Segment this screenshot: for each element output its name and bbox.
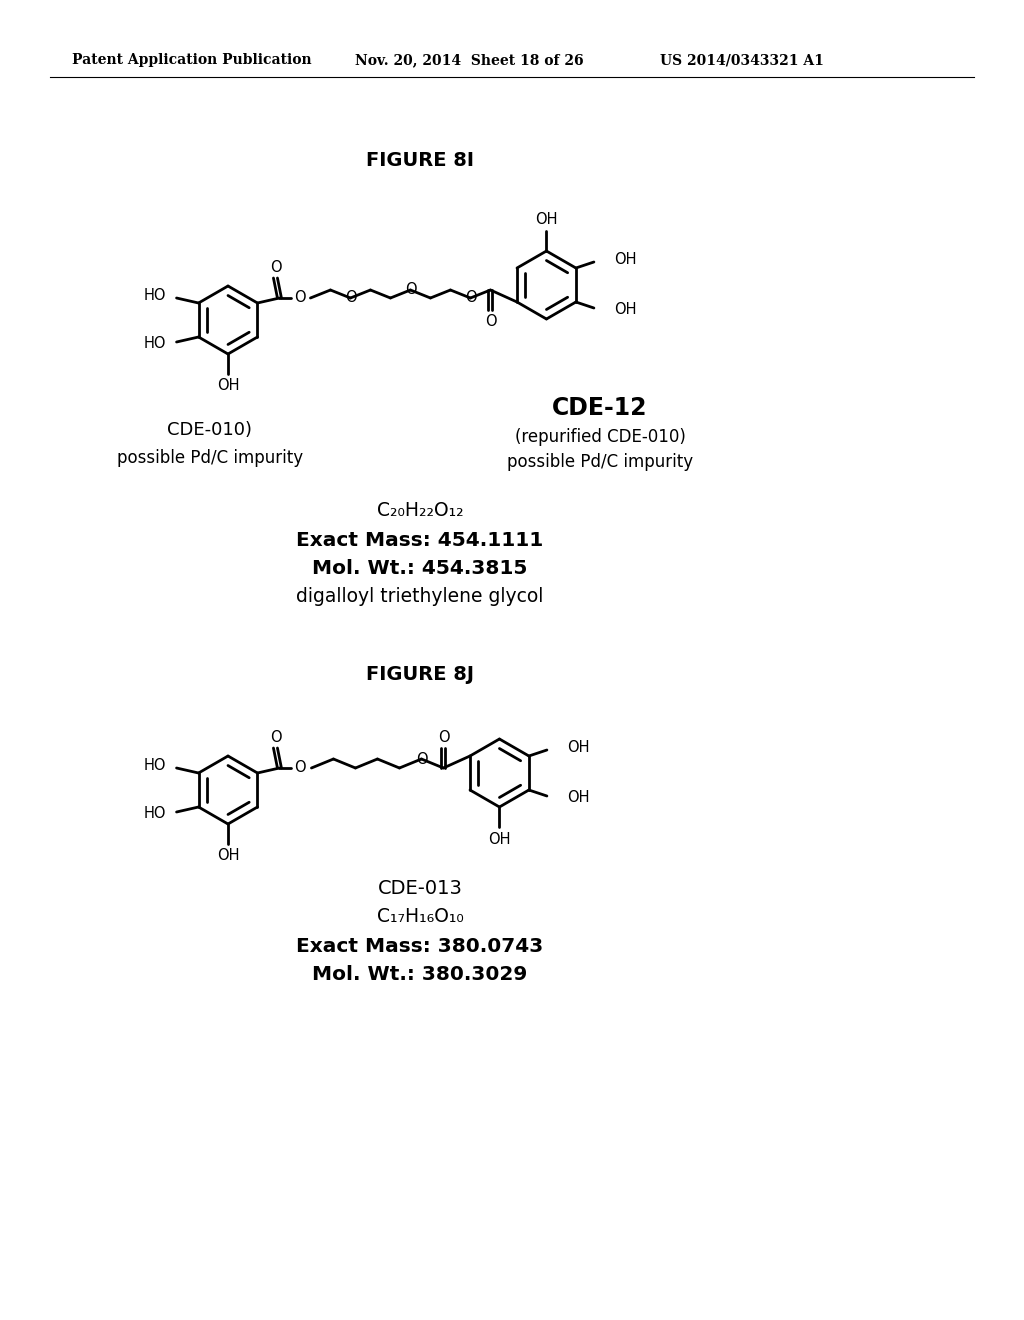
Text: Nov. 20, 2014  Sheet 18 of 26: Nov. 20, 2014 Sheet 18 of 26 [355,53,584,67]
Text: HO: HO [143,759,166,774]
Text: Mol. Wt.: 454.3815: Mol. Wt.: 454.3815 [312,558,527,578]
Text: O: O [345,290,356,305]
Text: possible Pd/C impurity: possible Pd/C impurity [507,453,693,471]
Text: OH: OH [614,252,636,268]
Text: HO: HO [143,337,166,351]
Text: OH: OH [614,302,636,318]
Text: OH: OH [567,791,590,805]
Text: OH: OH [536,213,558,227]
Text: CDE-013: CDE-013 [378,879,463,898]
Text: HO: HO [143,807,166,821]
Text: O: O [416,751,427,767]
Text: O: O [484,314,497,329]
Text: C₁₇H₁₆O₁₀: C₁₇H₁₆O₁₀ [377,907,464,925]
Text: O: O [294,290,305,305]
Text: O: O [465,290,476,305]
Text: OH: OH [217,379,240,393]
Text: FIGURE 8J: FIGURE 8J [366,665,474,685]
Text: O: O [404,282,417,297]
Text: OH: OH [217,849,240,863]
Text: digalloyl triethylene glycol: digalloyl triethylene glycol [296,586,544,606]
Text: O: O [269,730,282,744]
Text: CDE-12: CDE-12 [552,396,648,420]
Text: O: O [294,760,305,776]
Text: possible Pd/C impurity: possible Pd/C impurity [117,449,303,467]
Text: O: O [269,260,282,275]
Text: CDE-010): CDE-010) [168,421,253,440]
Text: US 2014/0343321 A1: US 2014/0343321 A1 [660,53,824,67]
Text: (repurified CDE-010): (repurified CDE-010) [515,428,685,446]
Text: HO: HO [143,289,166,304]
Text: OH: OH [567,741,590,755]
Text: C₂₀H₂₂O₁₂: C₂₀H₂₂O₁₂ [377,500,463,520]
Text: O: O [437,730,450,744]
Text: Exact Mass: 454.1111: Exact Mass: 454.1111 [296,531,544,549]
Text: Patent Application Publication: Patent Application Publication [72,53,311,67]
Text: FIGURE 8I: FIGURE 8I [366,150,474,169]
Text: Mol. Wt.: 380.3029: Mol. Wt.: 380.3029 [312,965,527,983]
Text: OH: OH [488,832,511,846]
Text: Exact Mass: 380.0743: Exact Mass: 380.0743 [296,936,544,956]
